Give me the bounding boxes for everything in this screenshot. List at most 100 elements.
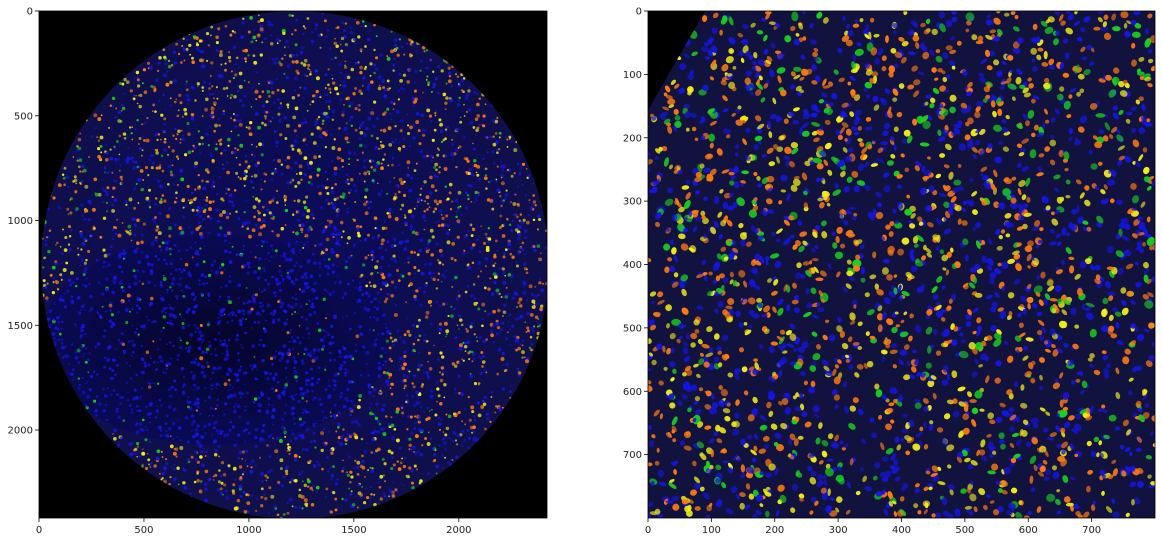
cell-dot [206, 282, 209, 285]
cell-dot [509, 343, 512, 346]
cell-dot [406, 437, 409, 440]
cell-dot [332, 465, 335, 469]
cell-dot [189, 492, 193, 496]
cell-dot [492, 272, 497, 277]
cell-dot [286, 76, 290, 80]
cell-dot [306, 17, 310, 20]
cell-blob [1007, 292, 1015, 299]
cell-dot [268, 512, 270, 514]
cell-dot [318, 134, 323, 139]
cell-dot [338, 424, 341, 427]
cell-dot [390, 359, 393, 363]
cell-dot [161, 477, 164, 480]
cell-dot [510, 324, 515, 328]
cell-dot [137, 202, 140, 204]
cell-dot [274, 389, 278, 392]
cell-dot [403, 88, 406, 91]
cell-dot [403, 378, 407, 383]
cell-dot [257, 217, 261, 222]
cell-dot [465, 327, 468, 331]
cell-dot [148, 206, 152, 209]
cell-dot [160, 154, 164, 158]
cell-dot [305, 74, 309, 78]
cell-dot [310, 382, 314, 387]
cell-dot [286, 271, 290, 275]
cell-blob [1081, 220, 1089, 225]
cell-dot [429, 228, 434, 233]
cell-blob [771, 231, 776, 237]
cell-dot [425, 49, 429, 52]
cell-dot [347, 207, 349, 210]
cell-dot [201, 365, 205, 369]
cell-dot [276, 42, 279, 45]
cell-dot [440, 69, 444, 73]
cell-dot [268, 371, 273, 376]
cell-dot [413, 228, 416, 231]
cell-dot [156, 361, 159, 364]
cell-dot [377, 147, 381, 150]
cell-blob [883, 508, 889, 516]
cell-dot [394, 38, 398, 42]
cell-blob [725, 508, 734, 515]
cell-dot [191, 150, 194, 153]
cell-dot [501, 168, 505, 172]
cell-dot [344, 396, 349, 401]
cell-dot [265, 115, 268, 119]
cell-dot [518, 172, 522, 176]
cell-dot [468, 358, 471, 361]
cell-dot [377, 361, 381, 365]
cell-dot [62, 176, 66, 180]
cell-dot [261, 309, 265, 313]
cell-dot [283, 72, 286, 75]
cell-dot [466, 429, 469, 432]
cell-dot [254, 163, 259, 168]
cell-blob [836, 317, 842, 323]
cell-dot [347, 282, 350, 286]
cell-dot [341, 192, 346, 197]
cell-dot [390, 466, 394, 471]
cell-dot [149, 421, 152, 424]
cell-dot [387, 449, 392, 454]
cell-dot [250, 106, 253, 108]
cell-dot [111, 358, 116, 362]
cell-dot [262, 213, 266, 217]
cell-dot [58, 332, 62, 336]
cell-dot [356, 104, 359, 107]
cell-dot [191, 429, 193, 432]
cell-dot [279, 516, 284, 518]
cell-dot [215, 387, 218, 389]
cell-dot [86, 358, 90, 362]
cell-dot [188, 226, 191, 229]
cell-dot [195, 386, 200, 391]
cell-dot [351, 380, 354, 383]
cell-dot [172, 451, 177, 456]
cell-dot [268, 200, 272, 204]
cell-dot [269, 81, 274, 85]
cell-dot [254, 112, 259, 116]
cell-dot [311, 390, 314, 393]
cell-dot [268, 445, 271, 448]
cell-dot [525, 194, 528, 197]
cell-dot [457, 374, 461, 378]
cell-dot [238, 98, 243, 103]
cell-dot [120, 178, 123, 181]
cell-blob [891, 326, 898, 334]
cell-dot [270, 414, 275, 419]
cell-dot [140, 154, 143, 157]
cell-dot [257, 396, 261, 400]
cell-dot [274, 249, 278, 253]
cell-dot [371, 385, 374, 389]
cell-dot [169, 97, 172, 100]
cell-dot [260, 290, 264, 293]
cell-dot [98, 402, 102, 406]
cell-dot [286, 181, 290, 185]
cell-dot [495, 322, 499, 326]
cell-dot [338, 63, 342, 67]
cell-dot [117, 110, 122, 115]
cell-dot [363, 165, 367, 169]
cell-dot [438, 332, 441, 335]
cell-dot [75, 149, 79, 153]
cell-dot [228, 428, 232, 432]
cell-dot [456, 433, 461, 438]
cell-dot [183, 318, 186, 321]
